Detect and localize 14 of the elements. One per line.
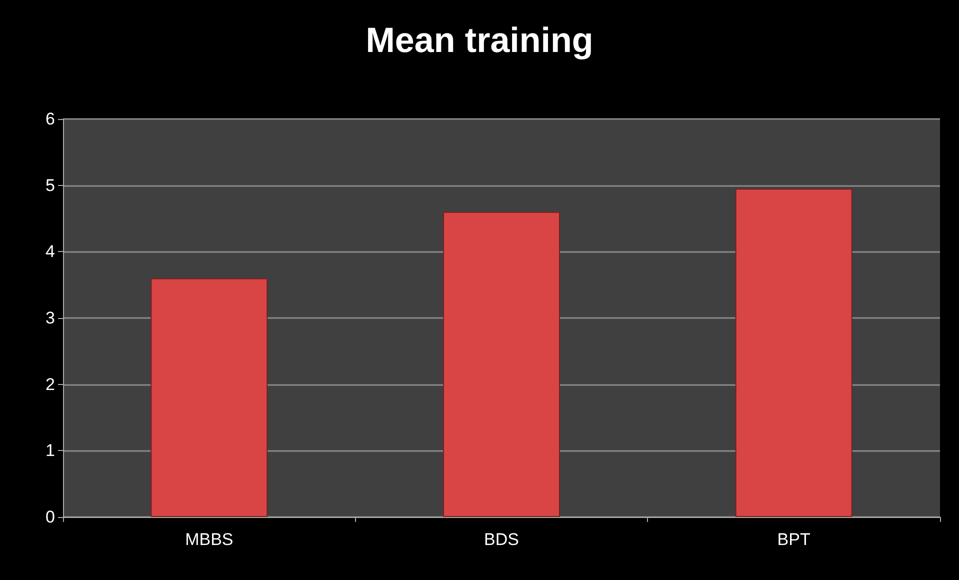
x-tick-label: MBBS xyxy=(185,530,234,549)
bar xyxy=(150,278,268,517)
bar xyxy=(443,212,560,517)
x-tick-label: BPT xyxy=(777,530,810,549)
y-tick-label: 1 xyxy=(46,441,55,460)
y-tick-label: 0 xyxy=(46,508,55,526)
y-tick-label: 5 xyxy=(46,176,55,195)
y-tick-label: 4 xyxy=(46,242,55,262)
x-tick-label: BDS xyxy=(484,530,519,549)
y-tick-label: 3 xyxy=(46,308,55,328)
bar xyxy=(735,188,852,517)
chart-title: Mean training xyxy=(366,21,594,60)
y-tick-label: 2 xyxy=(46,374,55,394)
y-tick-label: 6 xyxy=(46,110,55,128)
